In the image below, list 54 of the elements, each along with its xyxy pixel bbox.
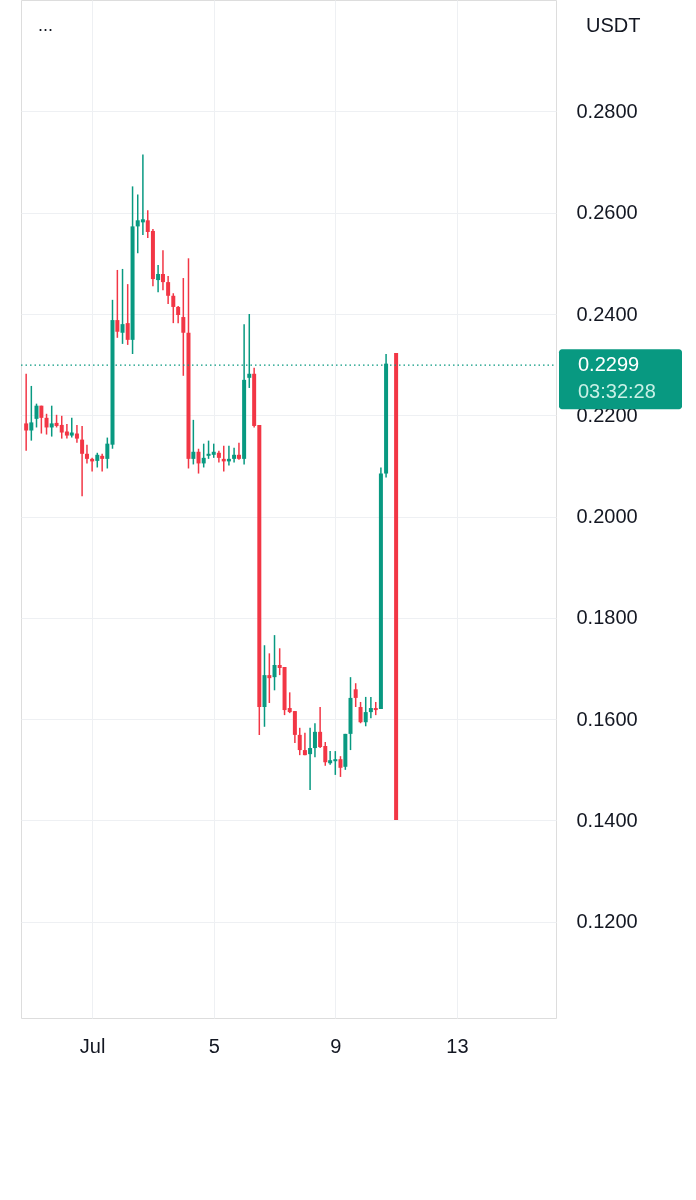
- candlestick: [312, 722, 317, 758]
- candlestick: [338, 755, 343, 778]
- y-tick-label: 0.1400: [576, 808, 638, 831]
- candlestick: [267, 652, 272, 704]
- candlestick: [44, 413, 49, 436]
- y-axis-title: USDT: [586, 14, 641, 36]
- candlestick: [272, 634, 277, 692]
- y-tick-label: 0.1800: [576, 606, 638, 629]
- x-tick-label: Jul: [79, 1034, 106, 1057]
- candlestick: [297, 727, 302, 756]
- candlestick: [236, 441, 241, 461]
- candlestick: [120, 268, 125, 345]
- candlestick: [358, 701, 363, 724]
- candlestick: [74, 424, 79, 444]
- x-tick-label: 9: [330, 1034, 342, 1057]
- candlestick: [292, 710, 297, 744]
- candlestick: [232, 446, 237, 464]
- candlestick: [196, 447, 201, 475]
- candlestick: [29, 385, 34, 442]
- candlestick: [353, 682, 358, 708]
- y-tick-label: 0.2800: [576, 99, 638, 122]
- candlestick: [363, 696, 368, 728]
- y-tick-label: 0.2400: [576, 302, 638, 325]
- candlestick: [34, 402, 39, 429]
- candlestick: [166, 275, 171, 305]
- y-tick-label: 0.1600: [576, 707, 638, 730]
- candlestick: [69, 417, 74, 439]
- candlestick: [100, 453, 105, 473]
- candlestick: [115, 269, 120, 339]
- candlestick: [39, 404, 44, 435]
- y-tick-label: 0.1200: [576, 910, 638, 933]
- candlestick: [308, 727, 313, 791]
- x-tick-label: 5: [208, 1034, 220, 1057]
- x-tick-label: 13: [446, 1034, 469, 1057]
- ref-line-label: 0.2299: [578, 353, 640, 376]
- candlestick: [191, 419, 196, 466]
- annotation: ...: [38, 15, 54, 35]
- text: 03:32:28: [578, 380, 656, 403]
- candlestick: [64, 423, 69, 440]
- candlestick: [125, 283, 130, 346]
- candlestick: [49, 404, 54, 438]
- candlestick: [140, 153, 145, 236]
- candlestick: [181, 277, 186, 377]
- candlestick: [156, 264, 161, 293]
- candlestick: [171, 292, 176, 324]
- y-tick-label: 0.2600: [576, 201, 638, 224]
- candlestick: [80, 425, 85, 498]
- y-tick-label: 0.2000: [576, 505, 638, 528]
- candlestick: [368, 696, 373, 719]
- candlestick: [201, 442, 206, 469]
- candlestick: [84, 443, 89, 465]
- candlestick: [160, 249, 165, 291]
- candlestick: [24, 373, 29, 452]
- candlestick: [328, 750, 333, 766]
